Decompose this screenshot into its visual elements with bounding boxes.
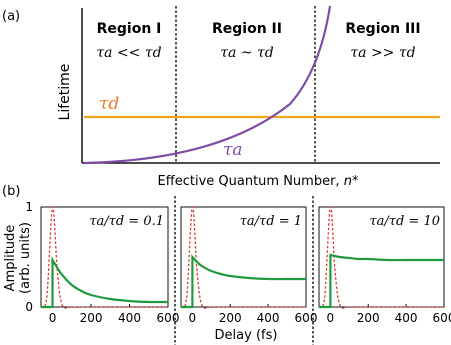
subplot-dividers xyxy=(174,196,314,345)
decay-line xyxy=(319,253,444,309)
xlabel-text: Effective Quantum Number, xyxy=(158,174,344,189)
panel-a-axes xyxy=(81,8,440,164)
panel-a-label: (a) xyxy=(2,9,20,24)
subplot-frame xyxy=(180,206,307,308)
region-relation-2: τa ~ τd xyxy=(220,45,273,61)
subplot-frame xyxy=(318,206,445,308)
panel-b-ylabel-2: (arb. units) xyxy=(18,222,33,294)
region-title-2: Region II xyxy=(212,21,282,37)
pulse-line xyxy=(180,206,306,309)
x-tick-label: 600 xyxy=(433,311,451,325)
region-title-1: Region I xyxy=(97,21,162,37)
pulse-line xyxy=(40,206,168,309)
subplot-2: 0 200 400 600 τa/τd = 1 xyxy=(180,206,318,325)
ratio-label: τa/τd = 10 xyxy=(369,214,440,229)
x-tick-label: 200 xyxy=(357,311,380,325)
subplot-frame xyxy=(40,206,169,308)
ratio-label: τa/τd = 0.1 xyxy=(89,214,164,229)
tau-d-label: τd xyxy=(99,94,119,114)
x-tick-label: 0 xyxy=(327,311,335,325)
pulse-line xyxy=(318,206,444,309)
x-tick-label: 200 xyxy=(219,311,242,325)
y-tick-label: 0 xyxy=(25,300,33,314)
x-tick-label: 400 xyxy=(395,311,418,325)
subplots: 0 200 400 600 0 1 τa/τd = 0.1 0 200 400 600 τa/τd =… xyxy=(25,200,451,325)
panel-b-ylabel-1: Amplitude xyxy=(3,225,18,292)
x-tick-label: 0 xyxy=(49,311,57,325)
ratio-label: τa/τd = 1 xyxy=(240,214,302,229)
tau-a-label: τa xyxy=(223,140,243,160)
region-dividers xyxy=(175,6,316,163)
x-tick-label: 0 xyxy=(189,311,197,325)
panel-b-label: (b) xyxy=(2,184,20,199)
subplot-1: 0 200 400 600 0 1 τa/τd = 0.1 xyxy=(25,200,179,325)
x-tick-label: 400 xyxy=(118,311,141,325)
subplot-3: 0 200 400 600 τa/τd = 10 xyxy=(318,206,451,325)
region-titles: Region I Region II Region III τa << τd τ… xyxy=(96,21,420,61)
region-title-3: Region III xyxy=(345,21,420,37)
x-tick-label: 400 xyxy=(257,311,280,325)
decay-line xyxy=(41,256,169,309)
x-tick-label: 600 xyxy=(295,311,318,325)
y-tick-label: 1 xyxy=(25,200,33,214)
panel-a-ylabel: Lifetime xyxy=(57,64,73,121)
xlabel-symbol: n* xyxy=(344,174,359,189)
x-tick-label: 600 xyxy=(157,311,180,325)
decay-line xyxy=(181,254,306,309)
tau-a-curve xyxy=(83,5,332,165)
region-relation-3: τa >> τd xyxy=(350,45,415,61)
svg-text:Effective Quantum Number, n*: Effective Quantum Number, n* xyxy=(158,174,359,189)
panel-a-xlabel: Effective Quantum Number, n* xyxy=(158,174,359,189)
region-relation-1: τa << τd xyxy=(96,45,161,61)
x-tick-label: 200 xyxy=(80,311,103,325)
panel-b-xlabel: Delay (fs) xyxy=(215,328,278,343)
